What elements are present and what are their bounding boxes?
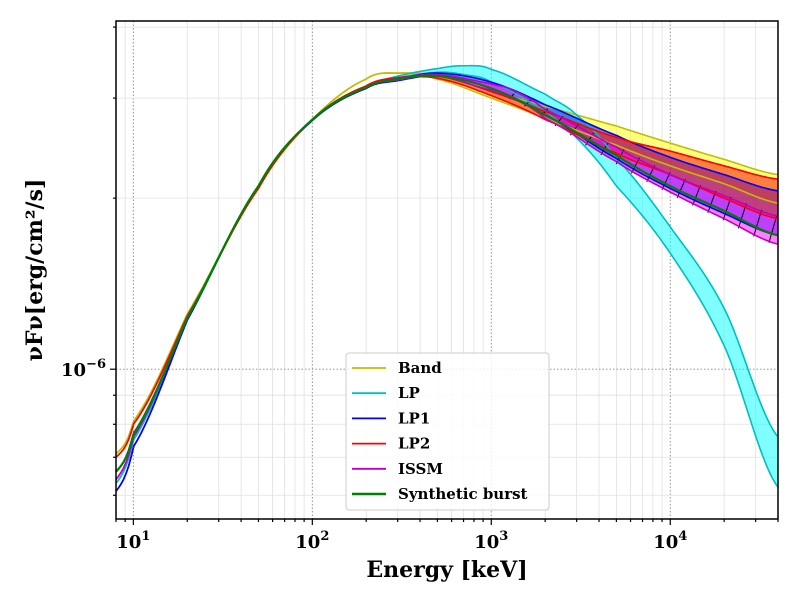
axis-ticks	[110, 26, 779, 525]
issm-hatch-mark	[692, 185, 701, 206]
y-axis-title: νFν[erg/cm²/s]	[22, 179, 48, 362]
legend: Band LP LP1 LP2 ISSM Synthetic burst	[345, 352, 550, 511]
legend-label: Synthetic burst	[398, 485, 528, 503]
x-axis-title: Energy [keV]	[366, 557, 527, 583]
y-tick-label: 10−6	[61, 357, 106, 381]
legend-label: Band	[398, 359, 442, 377]
legend-label: LP	[398, 384, 420, 402]
legend-label: LP2	[398, 435, 430, 453]
issm-hatch-mark	[630, 157, 640, 174]
issm-hatch-mark	[676, 179, 686, 198]
issm-hatch-mark	[661, 172, 671, 191]
x-tick-label: 104	[653, 529, 687, 553]
lp-band	[116, 65, 778, 488]
series-lines	[115, 64, 779, 492]
synthetic-burst-line	[115, 74, 779, 473]
legend-box	[345, 352, 550, 511]
legend-label: LP1	[398, 409, 430, 427]
plot-frame	[115, 20, 779, 520]
confidence-bands	[116, 65, 778, 492]
legend-label: ISSM	[398, 460, 443, 478]
x-tick-label: 103	[474, 529, 508, 553]
x-tick-label: 101	[116, 529, 150, 553]
x-tick-label: 102	[295, 529, 329, 553]
issm-hatch-mark	[768, 214, 778, 243]
tick-labels: 101 102 103 104 10−6	[61, 357, 687, 553]
